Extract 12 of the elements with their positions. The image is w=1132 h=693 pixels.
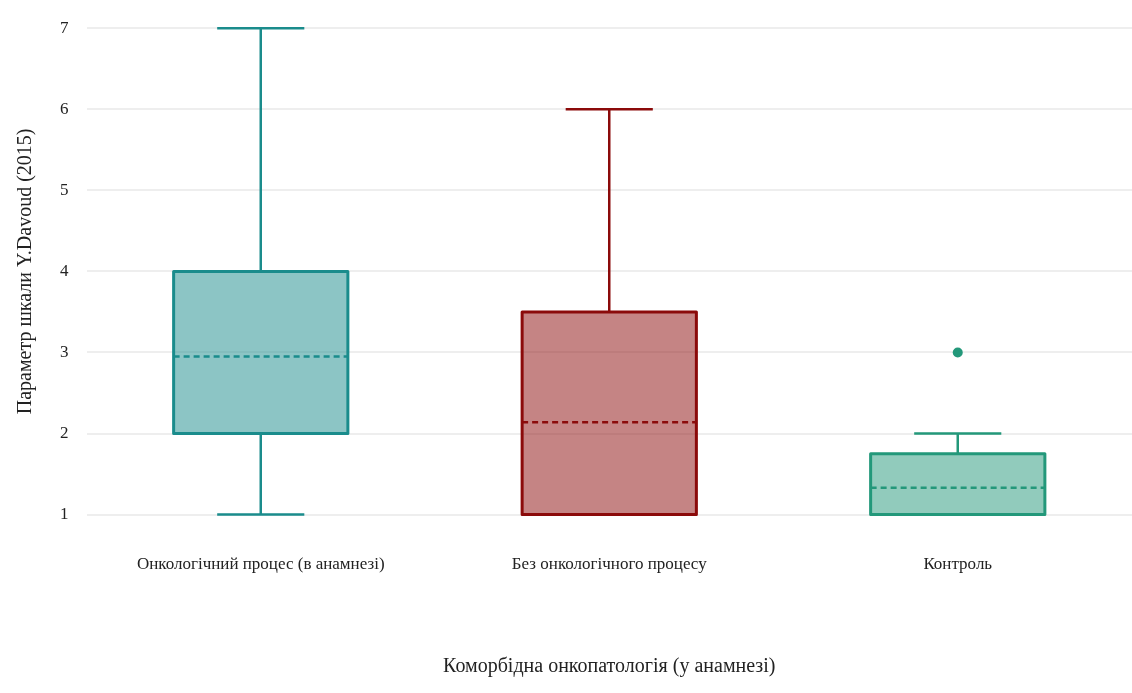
y-tick-label: 7 — [60, 17, 69, 37]
x-tick-label: Без онкологічного процесу — [511, 554, 708, 574]
y-tick-label: 6 — [60, 98, 69, 118]
y-tick-label: 4 — [60, 260, 69, 280]
x-axis-title: Коморбідна онкопатологія (у анамнезі) — [443, 654, 776, 678]
y-tick-label: 5 — [60, 179, 69, 199]
x-tick-label: Онкологічний процес (в анамнезі) — [136, 554, 385, 574]
y-tick-label: 1 — [60, 504, 69, 524]
y-axis-title: Параметр шкали Y.Davoud (2015) — [13, 128, 37, 415]
y-tick-label: 2 — [60, 423, 69, 442]
y-tick-label: 3 — [60, 341, 69, 361]
x-tick-label: Контроль — [923, 554, 993, 574]
